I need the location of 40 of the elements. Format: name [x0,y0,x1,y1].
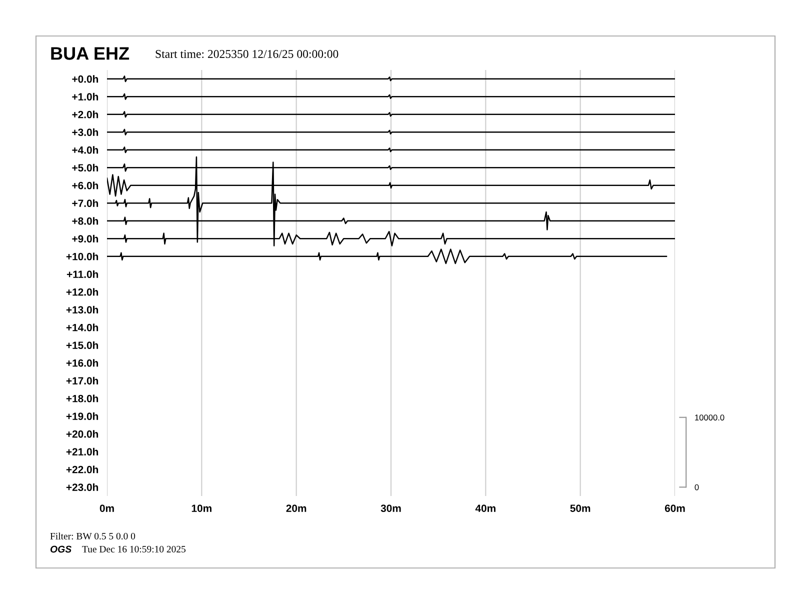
x-tick-label: 0m [100,504,114,512]
y-tick-label: +22.0h [66,466,98,474]
y-tick-label: +5.0h [72,164,98,172]
y-tick-label: +23.0h [66,483,98,492]
y-tick-label: +2.0h [72,110,98,118]
y-tick-label: +11.0h [66,270,98,278]
y2-tick-label: 0 [694,484,699,490]
y-tick-label: +18.0h [66,394,98,402]
chart-title: BUA EHZ [51,47,130,60]
y2-tick-label: 10000.0 [695,414,724,420]
y-tick-label: +17.0h [66,376,98,384]
y-tick-label: +3.0h [72,128,98,136]
text: OGS [50,546,72,553]
y-tick-label: +7.0h [72,199,98,207]
y-tick-label: +16.0h [66,359,98,367]
y-tick-label: +12.0h [66,288,98,296]
y-tick-label: +6.0h [72,182,98,190]
x-tick-label: 30m [380,504,401,512]
y-tick-label: +0.0h [72,75,98,83]
x-tick-label: 50m [570,504,590,512]
y-tick-label: +19.0h [66,412,98,420]
x-tick-label: 10m [192,504,212,512]
chart-subtitle: Start time: 2025350 12/16/25 00:00:00 [156,50,338,58]
y-tick-label: +14.0h [66,324,98,332]
y-tick-label: +20.0h [66,430,98,438]
y-tick-label: +1.0h [72,92,98,100]
x-tick-label: 60m [664,504,685,512]
text: Tue Dec 16 10:59:10 2025 [82,546,186,552]
x-tick-label: 20m [286,504,306,512]
text: Filter: BW 0.5 5 0.0 0 [50,532,136,540]
line-series [107,156,675,246]
y-tick-label: +15.0h [66,341,98,349]
y-tick-label: +4.0h [72,146,98,154]
y-tick-label: +8.0h [72,217,98,225]
line-series [107,248,668,264]
y-tick-label: +9.0h [72,234,98,242]
x-tick-label: 40m [475,504,496,512]
y-tick-label: +10.0h [66,252,98,260]
y-tick-label: +21.0h [66,448,98,456]
y-tick-label: +13.0h [66,306,98,314]
